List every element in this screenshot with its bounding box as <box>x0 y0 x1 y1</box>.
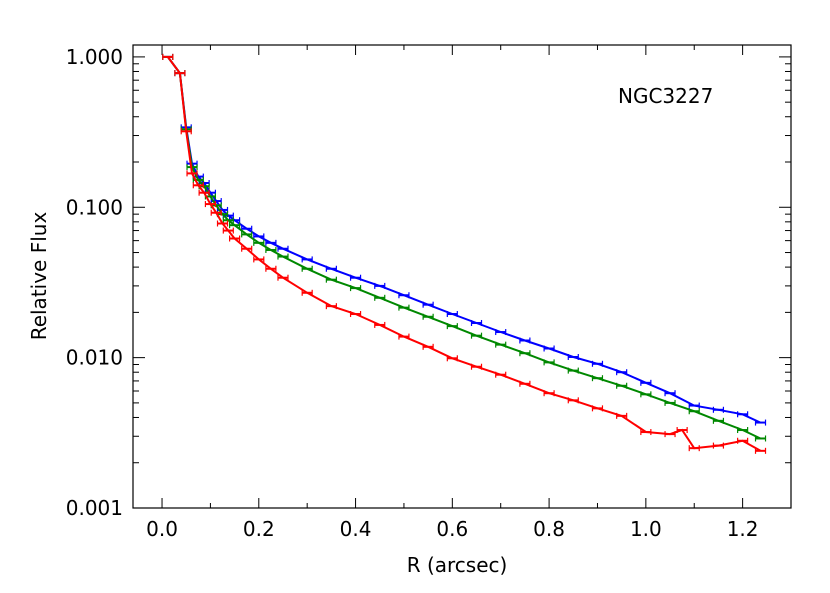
y-tick-label: 0.100 <box>66 195 123 219</box>
series-line <box>166 56 761 424</box>
y-axis-title: Relative Flux <box>27 212 51 341</box>
plot-frame <box>132 44 792 509</box>
y-tick-label: 0.010 <box>66 346 123 370</box>
x-tick-label: 0.0 <box>146 517 178 541</box>
x-tick-label: 0.2 <box>243 517 275 541</box>
series-line <box>166 56 761 452</box>
series-layer <box>162 53 767 454</box>
y-tick-label: 1.000 <box>66 45 123 69</box>
series-3 <box>162 53 767 454</box>
series-2 <box>162 53 767 442</box>
y-tick-label: 0.001 <box>66 496 123 520</box>
annotation-label: NGC3227 <box>618 84 713 108</box>
x-tick-label: 1.2 <box>727 517 759 541</box>
series-line <box>166 56 761 440</box>
x-tick-label: 0.8 <box>533 517 565 541</box>
x-tick-label: 1.0 <box>630 517 662 541</box>
axis-ticks: 0.0 0.2 0.4 0.6 0.8 1.0 1.2 0.001 0.010 0.100 1.00… <box>66 45 792 541</box>
x-tick-label: 0.6 <box>436 517 468 541</box>
x-axis-title: R (arcsec) <box>407 553 508 577</box>
x-tick-label: 0.4 <box>340 517 372 541</box>
